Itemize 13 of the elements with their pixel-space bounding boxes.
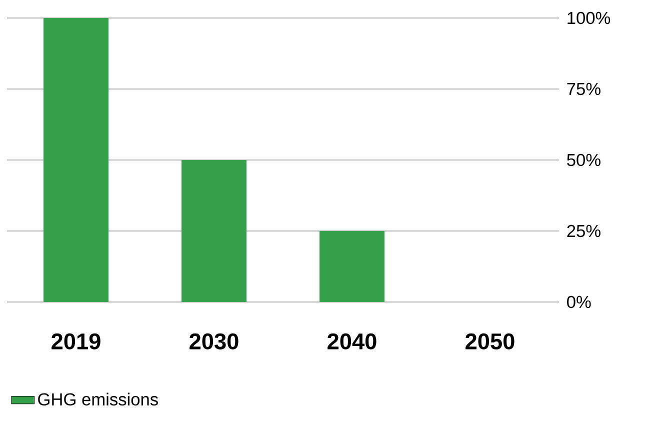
legend-label: GHG emissions bbox=[38, 392, 158, 406]
x-tick-label: 2050 bbox=[466, 333, 514, 350]
y-tick-label: 50% bbox=[567, 154, 600, 166]
x-tick-label: 2019 bbox=[52, 333, 100, 350]
x-tick-label: 2040 bbox=[328, 333, 376, 350]
y-tick-label: 75% bbox=[567, 82, 600, 96]
x-tick-label: 2030 bbox=[190, 333, 238, 350]
y-tick-label: 25% bbox=[567, 224, 600, 238]
bar bbox=[44, 18, 108, 302]
y-tick-label: 0% bbox=[567, 296, 591, 308]
bar bbox=[182, 160, 246, 302]
y-tick-label: 100% bbox=[568, 12, 610, 24]
bar bbox=[320, 230, 384, 302]
